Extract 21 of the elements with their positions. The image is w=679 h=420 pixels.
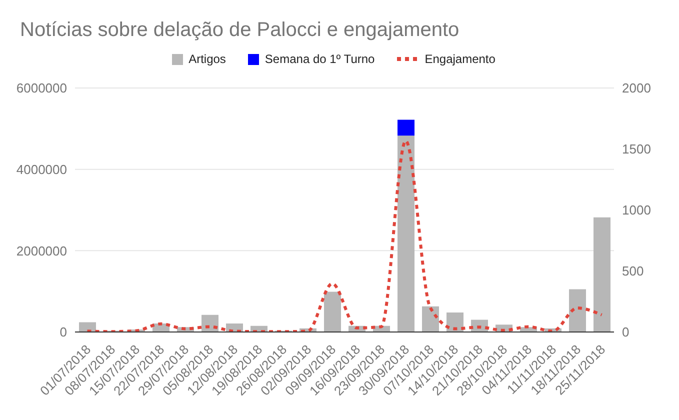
y2-tick-label: 0	[622, 324, 630, 340]
y2-tick-label: 1000	[622, 202, 651, 218]
bar	[398, 136, 414, 332]
y-tick-label: 4000000	[16, 162, 67, 177]
bar	[422, 306, 439, 332]
bar	[594, 217, 610, 332]
bar	[324, 292, 341, 332]
y-tick-label: 2000000	[16, 243, 67, 258]
bar	[569, 289, 586, 332]
line-series	[86, 139, 604, 332]
chart-title: Notícias sobre delação de Palocci e engajamento	[20, 19, 460, 42]
y2-tick-label: 1500	[622, 142, 651, 157]
legend-label: Engajamento	[424, 52, 496, 66]
bar	[398, 120, 414, 136]
y2-tick-label: 500	[622, 264, 644, 279]
legend-label: Artigos	[188, 52, 226, 66]
y-tick-label: 0	[60, 324, 67, 340]
y-tick-label: 6000000	[16, 80, 67, 96]
y2-tick-label: 2000	[622, 80, 651, 96]
legend-label: Semana do 1º Turno	[264, 52, 375, 66]
bar	[79, 322, 96, 332]
